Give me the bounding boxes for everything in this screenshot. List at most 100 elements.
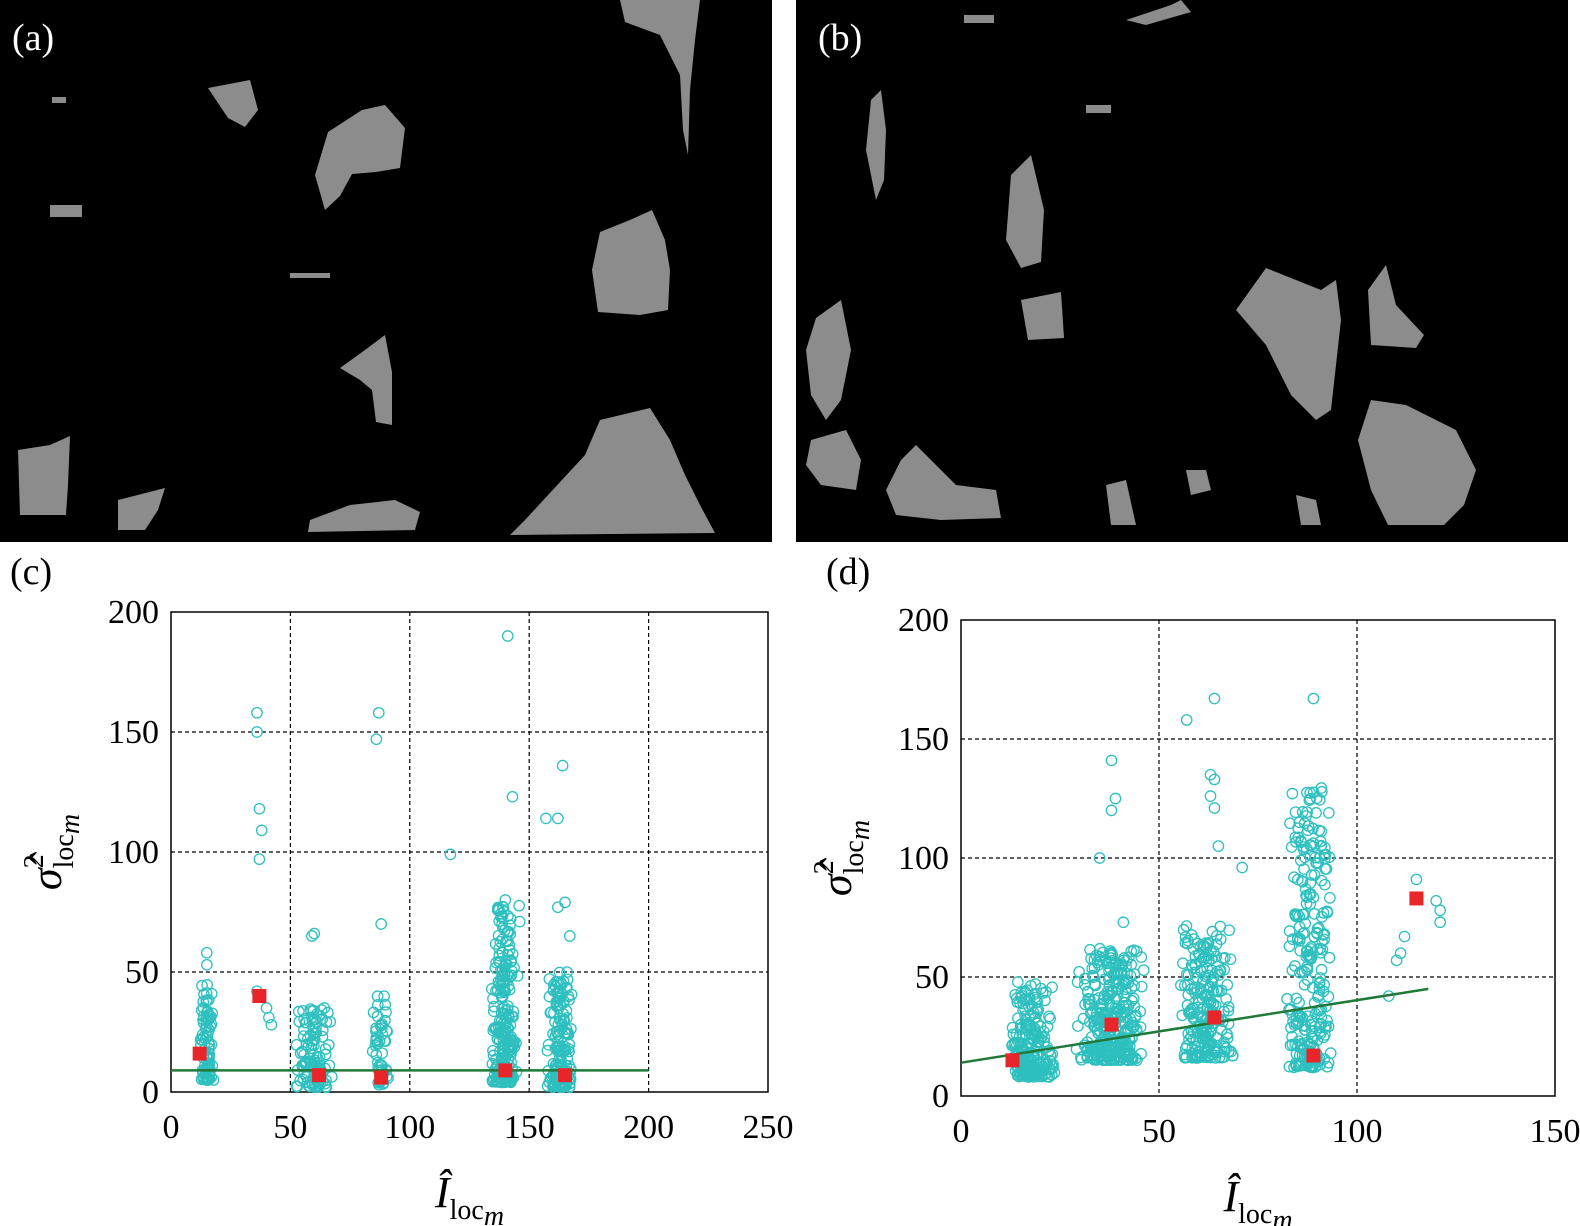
data-point [1078, 1039, 1091, 1052]
data-point [1283, 940, 1296, 953]
data-point [1190, 1049, 1203, 1061]
panel-a-label: (a) [12, 17, 55, 59]
region [1006, 155, 1044, 268]
mean-marker [1409, 891, 1424, 906]
data-point [1289, 806, 1302, 819]
data-point [493, 1014, 506, 1027]
data-point [552, 901, 564, 914]
data-point [200, 994, 213, 1007]
panel-a-regions [18, 0, 715, 535]
data-point [1097, 1046, 1110, 1059]
data-point [1308, 930, 1321, 943]
data-point [1286, 1030, 1298, 1043]
data-point [496, 970, 508, 983]
x-axis-label: Îlocm [434, 1168, 504, 1226]
data-point [551, 999, 564, 1012]
x-tick-label: 150 [1530, 1113, 1580, 1150]
data-point [1290, 1018, 1303, 1030]
data-point [1077, 1012, 1090, 1025]
data-point [372, 706, 385, 719]
data-point [556, 759, 569, 772]
data-point [1298, 863, 1310, 875]
chart-d: 0 50 100 150 0 50 100 150 200 Îlocm σ̂2locm [809, 602, 1580, 1226]
data-point [251, 706, 263, 719]
data-point [313, 1050, 326, 1063]
data-point [1011, 976, 1024, 988]
data-point [1177, 957, 1189, 970]
panel-b-regions [806, 0, 1476, 525]
data-point [1214, 964, 1226, 977]
data-point [498, 905, 510, 918]
data-point [1317, 1031, 1330, 1044]
data-point [306, 1014, 319, 1027]
data-point [1208, 773, 1221, 786]
data-point [1434, 904, 1447, 917]
data-point [1114, 1010, 1127, 1023]
region [806, 300, 851, 420]
data-point [253, 802, 266, 815]
region [806, 430, 861, 490]
data-point [1197, 973, 1210, 986]
data-point [306, 1038, 318, 1051]
data-point [290, 1038, 303, 1051]
data-point [1321, 1014, 1333, 1027]
data-point [1284, 817, 1296, 830]
data-point [444, 848, 457, 861]
data-point [1178, 1048, 1191, 1061]
data-point [1315, 874, 1328, 887]
data-point [370, 733, 383, 746]
data-point [1084, 993, 1096, 1006]
mean-marker [192, 1046, 207, 1061]
data-point [1304, 952, 1316, 964]
data-point [203, 1010, 216, 1023]
data-point [1182, 934, 1194, 947]
region [18, 436, 70, 515]
y-tick-label: 150 [898, 721, 949, 758]
data-point [554, 979, 566, 991]
data-point [196, 1066, 209, 1078]
panel-a-image [0, 0, 772, 542]
data-point [1071, 976, 1084, 989]
data-point [1196, 1032, 1209, 1045]
data-point [487, 1044, 499, 1057]
data-point [1304, 787, 1316, 799]
data-point [1410, 873, 1423, 886]
data-point [1301, 806, 1313, 818]
data-point [1306, 1031, 1318, 1043]
data-point [1218, 1036, 1230, 1049]
data-point [1306, 822, 1319, 835]
data-point [505, 1049, 517, 1061]
data-point [1321, 1060, 1334, 1073]
data-point [1313, 824, 1326, 837]
data-point [513, 915, 526, 928]
data-point [1236, 861, 1249, 874]
x-tick-label: 50 [1142, 1113, 1176, 1150]
data-point [1130, 945, 1143, 958]
data-point [1105, 804, 1118, 817]
data-point [1185, 1003, 1197, 1016]
data-point [1031, 1031, 1044, 1044]
data-point [1111, 983, 1124, 996]
data-point [1029, 978, 1042, 990]
region [52, 97, 66, 103]
data-point [502, 949, 514, 961]
data-point [1298, 926, 1311, 939]
panel-d-label: (d) [826, 551, 871, 593]
data-point [198, 988, 210, 1001]
data-point [1200, 955, 1213, 968]
data-point [498, 966, 511, 979]
data-point [1201, 962, 1213, 975]
data-point [205, 1071, 218, 1084]
mean-marker [1207, 1010, 1222, 1025]
data-point [1286, 964, 1299, 977]
data-point [319, 1043, 332, 1055]
data-point [1295, 835, 1307, 847]
data-point [1297, 841, 1310, 853]
data-point [1317, 907, 1330, 919]
data-point [1430, 894, 1443, 907]
data-point [1072, 1020, 1084, 1032]
region [1086, 105, 1111, 113]
data-point [1294, 1041, 1307, 1054]
data-point [506, 790, 519, 803]
region [1126, 0, 1191, 25]
